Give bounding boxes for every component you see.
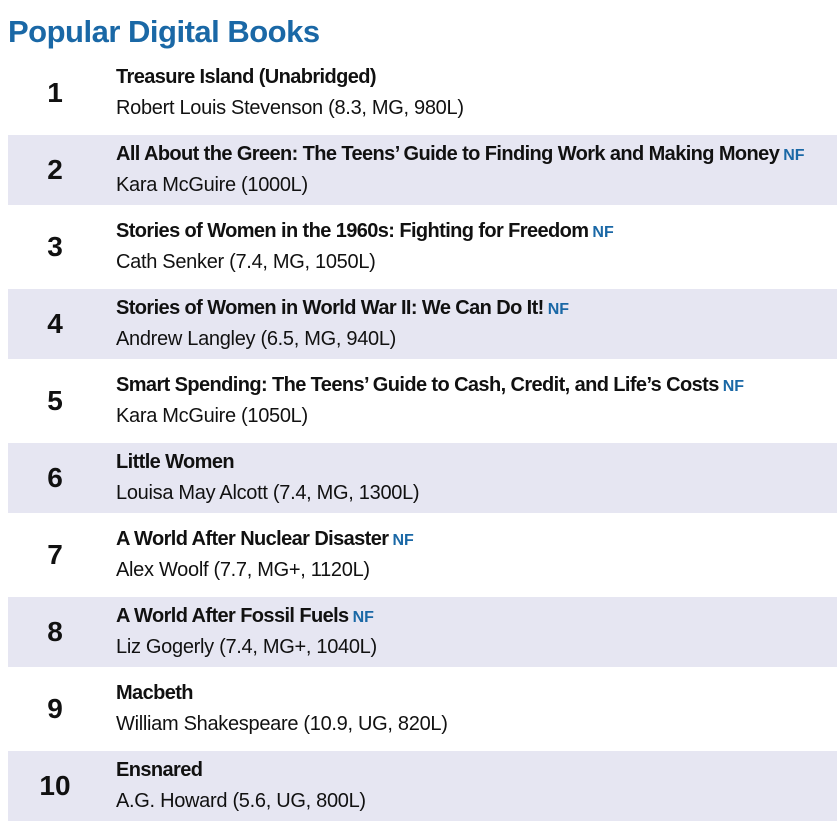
book-title-text: Little Women — [116, 451, 235, 473]
book-author: Andrew Langley (6.5, MG, 940L) — [116, 328, 397, 350]
book-row[interactable]: 1 Treasure Island (Unabridged) Robert Lo… — [8, 58, 837, 128]
rank-number: 6 — [47, 462, 63, 493]
book-title[interactable]: Ensnared — [116, 759, 203, 782]
book-title[interactable]: Stories of Women in the 1960s: Fighting … — [116, 220, 614, 243]
book-title-text: A World After Nuclear Disaster — [116, 528, 389, 550]
book-row[interactable]: 2 All About the Green: The Teens’ Guide … — [8, 135, 837, 205]
rank-number: 9 — [47, 693, 63, 724]
book-author: Cath Senker (7.4, MG, 1050L) — [116, 251, 376, 273]
book-row[interactable]: 6 Little Women Louisa May Alcott (7.4, M… — [8, 443, 837, 513]
book-author: Kara McGuire (1000L) — [116, 174, 308, 196]
nonfiction-badge: NF — [783, 147, 805, 164]
rank-number: 1 — [47, 77, 63, 108]
nonfiction-badge: NF — [392, 532, 414, 549]
nonfiction-badge: NF — [592, 224, 614, 241]
book-author: A.G. Howard (5.6, UG, 800L) — [116, 790, 366, 812]
book-title[interactable]: A World After Nuclear Disaster NF — [116, 528, 414, 551]
book-row[interactable]: 4 Stories of Women in World War II: We C… — [8, 289, 837, 359]
book-title-text: Ensnared — [116, 759, 203, 781]
book-title[interactable]: All About the Green: The Teens’ Guide to… — [116, 143, 805, 166]
book-title[interactable]: Smart Spending: The Teens’ Guide to Cash… — [116, 374, 744, 397]
book-title-text: Stories of Women in World War II: We Can… — [116, 297, 544, 319]
book-row[interactable]: 7 A World After Nuclear Disaster NF Alex … — [8, 520, 837, 590]
book-title-text: Stories of Women in the 1960s: Fighting … — [116, 220, 589, 242]
book-title[interactable]: Stories of Women in World War II: We Can… — [116, 297, 569, 320]
book-row[interactable]: 5 Smart Spending: The Teens’ Guide to Ca… — [8, 366, 837, 436]
book-list: 1 Treasure Island (Unabridged) Robert Lo… — [8, 58, 837, 828]
book-row[interactable]: 3 Stories of Women in the 1960s: Fightin… — [8, 212, 837, 282]
rank-number: 7 — [47, 539, 63, 570]
book-row[interactable]: 9 Macbeth William Shakespeare (10.9, UG,… — [8, 674, 837, 744]
book-title[interactable]: Treasure Island (Unabridged) — [116, 66, 377, 89]
rank-number: 8 — [47, 616, 63, 647]
book-title[interactable]: Little Women — [116, 451, 235, 474]
book-author: Kara McGuire (1050L) — [116, 405, 308, 427]
book-row[interactable]: 10 Ensnared A.G. Howard (5.6, UG, 800L) — [8, 751, 837, 821]
book-title[interactable]: Macbeth — [116, 682, 194, 705]
book-author: Alex Woolf (7.7, MG+, 1120L) — [116, 559, 370, 581]
book-author: William Shakespeare (10.9, UG, 820L) — [116, 713, 448, 735]
rank-number: 5 — [47, 385, 63, 416]
nonfiction-badge: NF — [547, 301, 570, 318]
book-title[interactable]: A World After Fossil Fuels NF — [116, 605, 374, 628]
rank-number: 10 — [39, 770, 71, 801]
nonfiction-badge: NF — [722, 378, 745, 395]
book-title-text: All About the Green: The Teens’ Guide to… — [116, 143, 780, 165]
book-row[interactable]: 8 A World After Fossil Fuels NF Liz Goger… — [8, 597, 837, 667]
nonfiction-badge: NF — [352, 609, 374, 626]
book-author: Robert Louis Stevenson (8.3, MG, 980L) — [116, 97, 464, 119]
page-title: Popular Digital Books — [8, 14, 320, 49]
book-title-text: A World After Fossil Fuels — [116, 605, 349, 627]
book-author: Louisa May Alcott (7.4, MG, 1300L) — [116, 482, 420, 504]
book-title-text: Treasure Island (Unabridged) — [116, 66, 377, 88]
rank-number: 4 — [47, 308, 63, 339]
book-title-text: Macbeth — [116, 682, 194, 704]
book-title-text: Smart Spending: The Teens’ Guide to Cash… — [116, 374, 719, 396]
book-author: Liz Gogerly (7.4, MG+, 1040L) — [116, 636, 377, 658]
rank-number: 3 — [47, 231, 63, 262]
rank-number: 2 — [47, 154, 63, 185]
